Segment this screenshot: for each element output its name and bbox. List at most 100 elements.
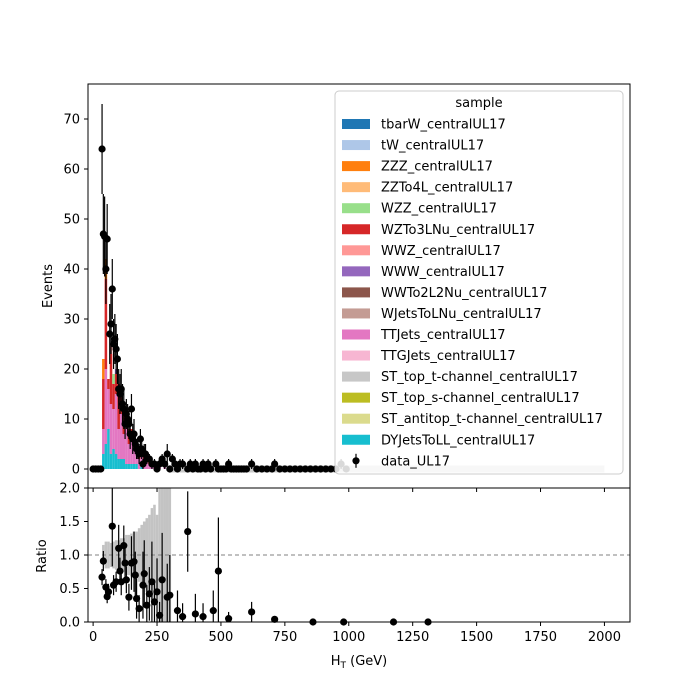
data-point-85 xyxy=(291,465,299,473)
data-point-90 xyxy=(317,465,325,473)
ratio-point-21 xyxy=(140,570,148,578)
ratio-point-17 xyxy=(131,571,139,579)
mc-bar-2-2 xyxy=(107,379,110,389)
mc-bar-10-1 xyxy=(127,444,131,464)
legend-label-1: tW_centralUL17 xyxy=(381,139,484,154)
ratio-point-39 xyxy=(248,608,256,616)
ratio-x-ticks: 0 250 500 750 1000 1250 1500 1750 2000 xyxy=(89,622,621,645)
mc-bar-6-1 xyxy=(117,429,120,459)
mc-bar-2-0 xyxy=(107,429,110,469)
ratio-point-0 xyxy=(98,573,106,581)
ratio-y-ticks: 0.0 0.5 1.0 1.5 2.0 xyxy=(59,482,88,631)
main-y-tick-label-5: 50 xyxy=(63,213,80,228)
legend-swatch-9 xyxy=(342,308,370,319)
legend-swatch-7 xyxy=(342,266,370,277)
legend-swatch-13 xyxy=(342,392,370,403)
ratio-point-20 xyxy=(139,581,147,589)
ratio-point-36 xyxy=(209,607,217,615)
x-tick-label-2: 500 xyxy=(209,630,234,645)
ratio-point-9 xyxy=(116,567,124,575)
x-tick-label-7: 1750 xyxy=(524,630,557,645)
data-point-91 xyxy=(322,465,330,473)
data-point-84 xyxy=(286,465,294,473)
data-point-14 xyxy=(112,345,120,353)
main-y-tick-label-0: 0 xyxy=(72,463,80,478)
mc-bar-9-1 xyxy=(125,424,128,464)
legend: sample tbarW_centralUL17 tW_centralUL17 ZZ… xyxy=(334,90,624,475)
mc-bar-3-2 xyxy=(109,354,113,404)
legend-label-16: data_UL17 xyxy=(381,454,450,469)
main-y-tick-label-1: 10 xyxy=(63,413,80,428)
legend-label-5: WZTo3LNu_centralUL17 xyxy=(381,223,535,238)
ratio-y-tick-label-0: 0.0 xyxy=(59,616,80,631)
x-tick-label-5: 1250 xyxy=(396,630,429,645)
ratio-point-23 xyxy=(145,590,153,598)
ratio-point-4 xyxy=(104,588,113,596)
ratio-band-21 xyxy=(155,514,159,596)
legend-label-15: DYJetsToLL_centralUL17 xyxy=(381,433,535,448)
ratio-point-30 xyxy=(166,591,174,599)
mc-bar-11-1 xyxy=(130,434,133,464)
main-y-tick-label-6: 60 xyxy=(63,163,80,178)
main-y-ticks: 0 10 20 30 40 50 60 70 xyxy=(63,113,605,492)
ratio-panel: 0.0 0.5 1.0 1.5 2.0 0 250 500 750 1000 1250 1500 17… xyxy=(35,482,631,671)
legend-swatch-2 xyxy=(342,161,370,172)
mc-bar-12-1 xyxy=(132,449,136,464)
mc-bar-7-1 xyxy=(119,414,123,459)
mc-bar-0-1 xyxy=(102,429,105,454)
ratio-point-34 xyxy=(191,610,199,618)
data-point-82 xyxy=(276,465,284,473)
ratio-y-tick-label-4: 2.0 xyxy=(59,482,80,497)
mc-bar-5-2 xyxy=(114,374,118,394)
ratio-band-24 xyxy=(163,488,166,622)
ratio-point-40 xyxy=(271,615,279,623)
data-point-83 xyxy=(281,465,289,473)
mc-bar-9-0 xyxy=(125,464,128,469)
mc-bar-2-1 xyxy=(107,389,110,429)
data-point-62 xyxy=(207,465,215,473)
mc-bar-0-0 xyxy=(102,454,105,469)
legend-label-8: WWTo2L2Nu_centralUL17 xyxy=(381,286,547,301)
legend-swatch-5 xyxy=(342,224,370,235)
mc-bar-4-0 xyxy=(112,449,115,469)
x-tick-label-8: 2000 xyxy=(588,630,621,645)
ratio-point-35 xyxy=(199,613,207,621)
mc-bar-11-0 xyxy=(130,464,133,469)
data-point-88 xyxy=(306,465,315,473)
legend-label-0: tbarW_centralUL17 xyxy=(381,118,506,133)
legend-label-4: WZZ_centralUL17 xyxy=(381,202,497,217)
mc-bar-6-0 xyxy=(117,459,120,469)
data-point-77 xyxy=(253,465,261,473)
data-point-45 xyxy=(161,460,169,468)
mc-bar-0-3 xyxy=(102,359,105,379)
x-tick-label-1: 250 xyxy=(145,630,170,645)
mc-bar-4-2 xyxy=(112,384,115,409)
x-tick-label-0: 0 xyxy=(89,630,97,645)
data-point-86 xyxy=(296,465,304,473)
data-point-15 xyxy=(113,355,122,363)
mc-bar-4-1 xyxy=(112,409,115,449)
x-tick-label-6: 1500 xyxy=(460,630,493,645)
data-point-10 xyxy=(107,320,115,328)
data-point-11 xyxy=(108,285,116,293)
x-tick-label-4: 1000 xyxy=(332,630,365,645)
data-point-89 xyxy=(311,465,320,473)
ratio-y-tick-label-3: 1.5 xyxy=(59,515,80,530)
data-point-46 xyxy=(163,450,171,458)
ratio-point-1 xyxy=(99,557,107,565)
data-point-8 xyxy=(103,235,111,243)
data-point-79 xyxy=(263,465,271,473)
ratio-band-2 xyxy=(107,541,110,569)
ratio-point-37 xyxy=(214,567,222,575)
data-point-76 xyxy=(248,460,256,468)
legend-swatch-1 xyxy=(342,140,370,151)
ratio-point-28 xyxy=(158,576,166,584)
data-point-52 xyxy=(178,460,187,468)
mc-bar-8-0 xyxy=(122,459,126,469)
mc-bar-0-2 xyxy=(102,379,105,429)
legend-swatch-4 xyxy=(342,203,370,214)
legend-swatch-3 xyxy=(342,182,370,193)
ratio-point-16 xyxy=(130,558,138,566)
legend-swatch-10 xyxy=(342,329,370,340)
